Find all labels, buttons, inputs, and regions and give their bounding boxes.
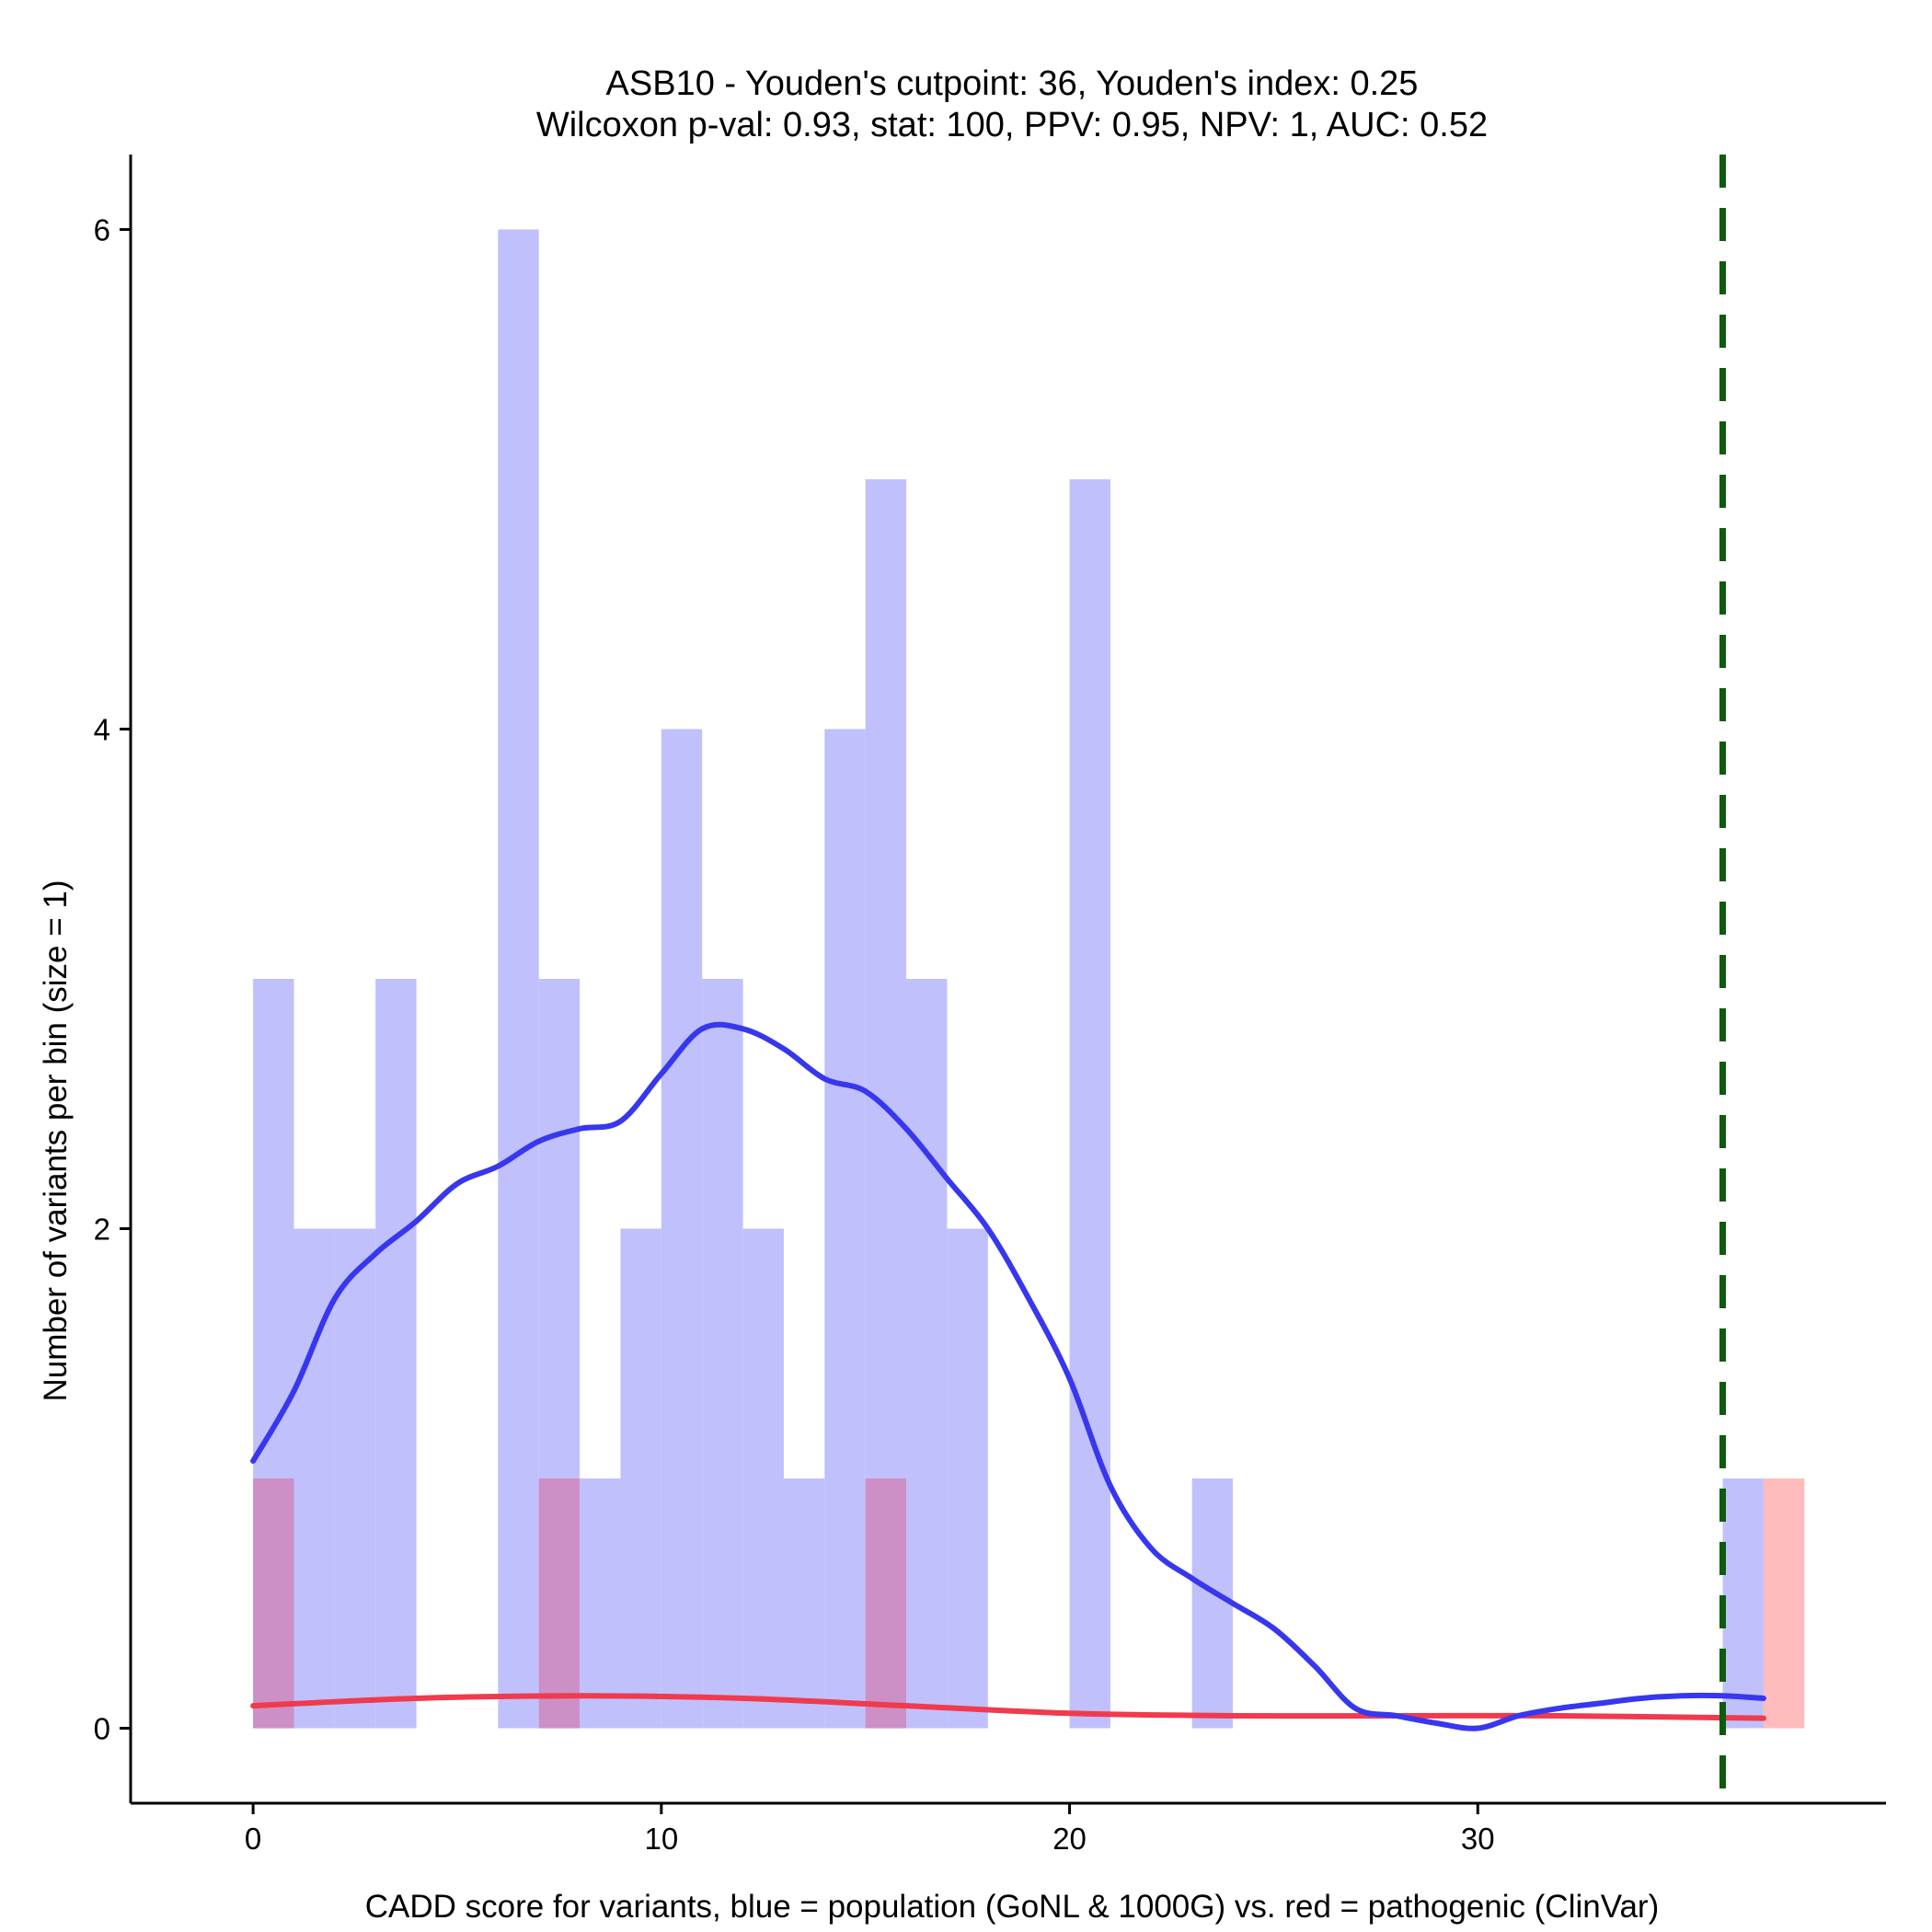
pathogenic-bar-37 [1763,1478,1805,1729]
population-bar-20 [1069,478,1110,1729]
population-bar-17 [947,1228,988,1729]
population-bar-12 [742,1228,784,1729]
population-bar-8 [580,1478,621,1729]
population-bar-9 [620,1228,661,1729]
population-bar-10 [661,729,703,1729]
population-bar-11 [702,979,743,1729]
pathogenic-bar-7 [538,1478,581,1729]
population-density-line [250,1021,1766,1731]
x-axis-label: CADD score for variants, blue = populati… [365,1889,1660,1925]
y-tick-label-0: 0 [94,1712,110,1746]
tick-marks: 0 10 20 30 0 2 4 6 [94,213,1495,1856]
x-tick-label-30: 30 [1461,1822,1495,1856]
chart-title-line-1: ASB10 - Youden's cutpoint: 36, Youden's … [606,64,1419,103]
chart-title-line-2: Wilcoxon p-val: 0.93, stat: 100, PPV: 0.… [536,106,1488,144]
y-tick-label-2: 2 [94,1213,110,1247]
population-bars [253,229,1764,1729]
population-bar-6 [498,229,539,1729]
y-axis-label: Number of variants per bin (size = 1) [38,880,74,1401]
population-bar-1 [293,1228,335,1729]
y-tick-label-4: 4 [94,712,110,746]
population-bar-14 [824,729,866,1729]
population-bar-16 [906,979,948,1729]
population-bar-2 [334,1228,376,1729]
x-tick-label-0: 0 [245,1822,261,1856]
population-bar-36 [1722,1478,1764,1729]
population-bar-3 [375,979,417,1729]
x-tick-label-10: 10 [644,1822,678,1856]
population-bar-13 [783,1478,825,1729]
pathogenic-bars [253,1478,1805,1729]
density-lines [250,1021,1766,1731]
axes [129,155,1886,1805]
x-tick-label-20: 20 [1052,1822,1087,1856]
y-tick-label-6: 6 [94,213,110,247]
pathogenic-bar-0 [253,1478,294,1729]
pathogenic-bar-15 [865,1478,907,1729]
pathogenic-density-line [250,1693,1766,1721]
population-bar-23 [1191,1478,1234,1729]
